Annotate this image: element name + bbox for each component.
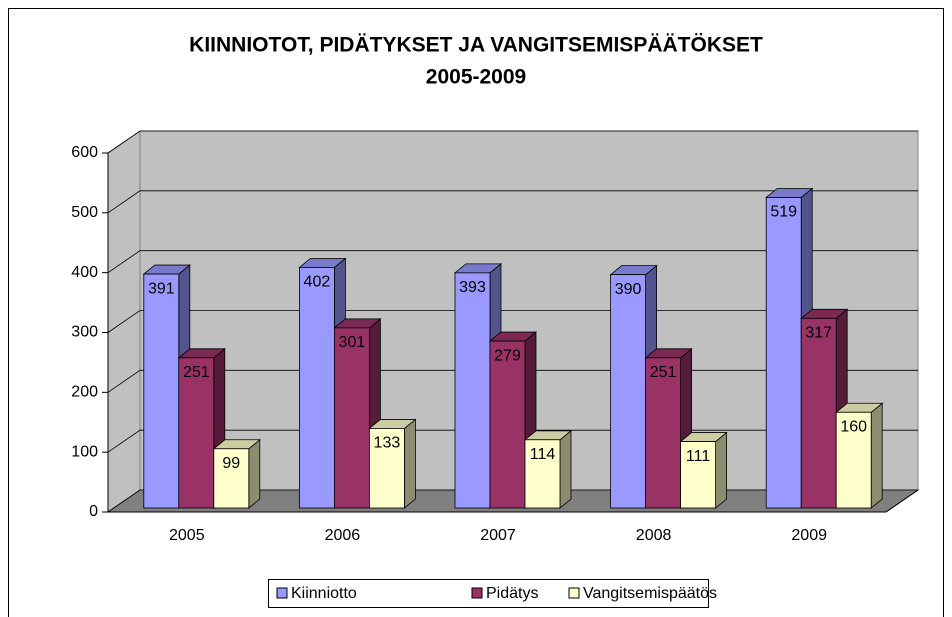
bar-front xyxy=(454,272,491,509)
legend-label: Kiinniotto xyxy=(291,585,357,602)
bar-front xyxy=(368,428,405,509)
legend-swatch xyxy=(568,587,580,599)
y-tick-label: 500 xyxy=(71,204,98,221)
bar-front xyxy=(333,327,370,509)
legend-swatch xyxy=(471,587,483,599)
data-label: 111 xyxy=(686,448,710,465)
data-label: 393 xyxy=(459,279,486,296)
bar-side xyxy=(715,431,727,509)
legend-swatch xyxy=(276,587,288,599)
x-tick-label: 2007 xyxy=(480,527,516,544)
bar-side xyxy=(403,418,416,509)
data-label: 99 xyxy=(222,455,240,472)
bar-side xyxy=(248,438,261,509)
bar-front xyxy=(213,448,250,509)
bar xyxy=(679,431,728,509)
bar-front xyxy=(178,357,215,509)
chart-frame xyxy=(8,8,944,617)
x-tick-label: 2005 xyxy=(169,527,205,544)
y-tick-label: 400 xyxy=(71,264,98,281)
data-label: 160 xyxy=(840,418,867,435)
bar xyxy=(212,438,261,509)
x-tick-label: 2008 xyxy=(636,527,672,544)
bar-front xyxy=(800,317,837,509)
chart-title: KIINNIOTOT, PIDÄTYKSET JA VANGITSEMISPÄÄ… xyxy=(189,34,763,57)
bar-front xyxy=(298,267,335,509)
data-label: 402 xyxy=(304,274,331,291)
y-tick-label: 600 xyxy=(71,144,98,161)
grid-line xyxy=(107,250,918,273)
x-tick-label: 2009 xyxy=(791,527,827,544)
y-tick-label: 200 xyxy=(71,384,98,401)
data-label: 279 xyxy=(494,347,521,364)
bar-front xyxy=(680,441,716,509)
bar-side xyxy=(870,402,883,509)
legend-label: Vangitsemispäätös xyxy=(583,585,717,602)
data-label: 133 xyxy=(374,435,401,452)
data-label: 317 xyxy=(805,325,832,342)
data-label: 114 xyxy=(530,446,556,463)
data-label: 519 xyxy=(770,204,797,221)
data-label: 301 xyxy=(339,334,366,351)
floor-edge xyxy=(885,489,919,513)
bar xyxy=(368,418,417,509)
bar-front xyxy=(610,274,646,509)
bar-front xyxy=(489,340,526,509)
bar-front xyxy=(835,411,872,509)
legend-box xyxy=(268,579,709,608)
data-label: 391 xyxy=(148,280,175,297)
bar-front xyxy=(645,357,681,509)
grid-line xyxy=(107,310,918,333)
bar xyxy=(835,402,884,509)
y-tick-label: 300 xyxy=(71,324,98,341)
data-label: 251 xyxy=(183,364,210,381)
data-label: 251 xyxy=(650,364,677,381)
bar xyxy=(523,429,573,509)
y-tick-label: 100 xyxy=(71,443,98,460)
legend-label: Pidätys xyxy=(486,585,538,602)
bar-front xyxy=(143,273,180,509)
bar-front xyxy=(765,197,802,509)
grid-line xyxy=(107,130,918,154)
x-tick-label: 2006 xyxy=(325,527,361,544)
bar-front xyxy=(524,439,561,509)
chart-subtitle: 2005-2009 xyxy=(426,66,526,89)
bar-side xyxy=(559,429,572,509)
y-tick-label: 0 xyxy=(89,503,98,520)
data-label: 390 xyxy=(615,281,642,298)
grid-line xyxy=(107,190,918,214)
